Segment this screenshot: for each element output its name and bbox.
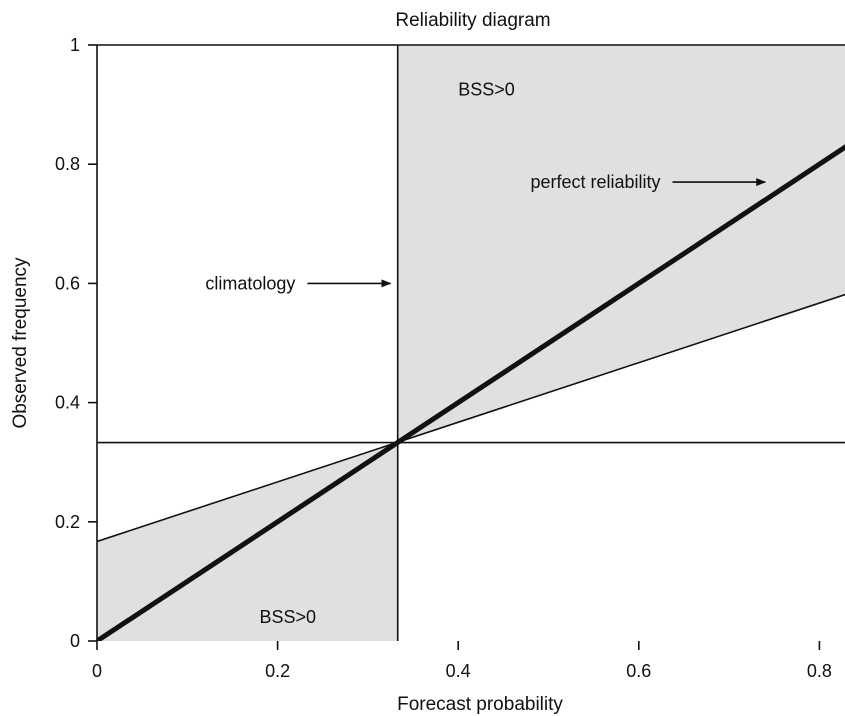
bss-label-lower: BSS>0 <box>260 607 317 627</box>
y-tick-label: 0.4 <box>55 393 80 413</box>
climatology-label: climatology <box>205 273 295 293</box>
x-axis-label: Forecast probability <box>397 694 563 715</box>
no-skill-line <box>97 293 845 543</box>
bss-region-1 <box>397 45 845 443</box>
x-tick-label: 0 <box>92 661 102 681</box>
y-tick-label: 0 <box>70 631 80 651</box>
x-tick-label: 0.4 <box>446 661 471 681</box>
y-tick-label: 0.6 <box>55 273 80 293</box>
x-tick-label: 0.2 <box>265 661 290 681</box>
y-tick-label: 1 <box>70 35 80 55</box>
perfect-reliability-label: perfect reliability <box>530 172 660 192</box>
perfect-reliability-line <box>97 144 845 641</box>
y-axis-label: Observed frequency <box>10 257 31 429</box>
x-tick-label: 0.8 <box>807 661 832 681</box>
y-tick-label: 0.2 <box>55 512 80 532</box>
chart-title: Reliability diagram <box>395 10 550 31</box>
y-tick-label: 0.8 <box>55 154 80 174</box>
x-tick-label: 0.6 <box>626 661 651 681</box>
bss-label-upper: BSS>0 <box>458 80 515 100</box>
